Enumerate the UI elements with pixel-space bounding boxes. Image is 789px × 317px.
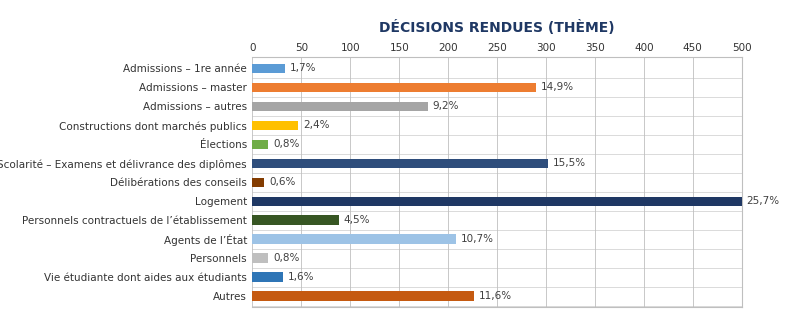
Title: DÉCISIONS RENDUES (THÈME): DÉCISIONS RENDUES (THÈME) (380, 20, 615, 35)
Bar (252, 64, 285, 73)
Bar (252, 120, 298, 130)
Text: 0,8%: 0,8% (273, 139, 299, 149)
Bar (252, 291, 473, 301)
Bar (252, 178, 264, 187)
Text: 11,6%: 11,6% (478, 291, 511, 301)
Bar (252, 253, 268, 263)
Text: 25,7%: 25,7% (746, 196, 780, 206)
Text: 0,6%: 0,6% (269, 177, 296, 187)
Text: 1,6%: 1,6% (288, 272, 314, 282)
Bar (252, 272, 282, 282)
Bar (252, 216, 338, 225)
Text: 10,7%: 10,7% (461, 234, 494, 244)
Bar (252, 139, 268, 149)
Text: 9,2%: 9,2% (432, 101, 459, 111)
Text: 4,5%: 4,5% (343, 215, 370, 225)
Bar (252, 158, 548, 168)
Text: 0,8%: 0,8% (273, 253, 299, 263)
Bar (252, 102, 428, 111)
Bar (252, 83, 537, 92)
Bar (252, 197, 742, 206)
Text: 15,5%: 15,5% (553, 158, 586, 168)
Bar (252, 235, 456, 244)
Text: 2,4%: 2,4% (303, 120, 330, 130)
Text: 1,7%: 1,7% (290, 63, 316, 74)
Text: 14,9%: 14,9% (541, 82, 574, 93)
